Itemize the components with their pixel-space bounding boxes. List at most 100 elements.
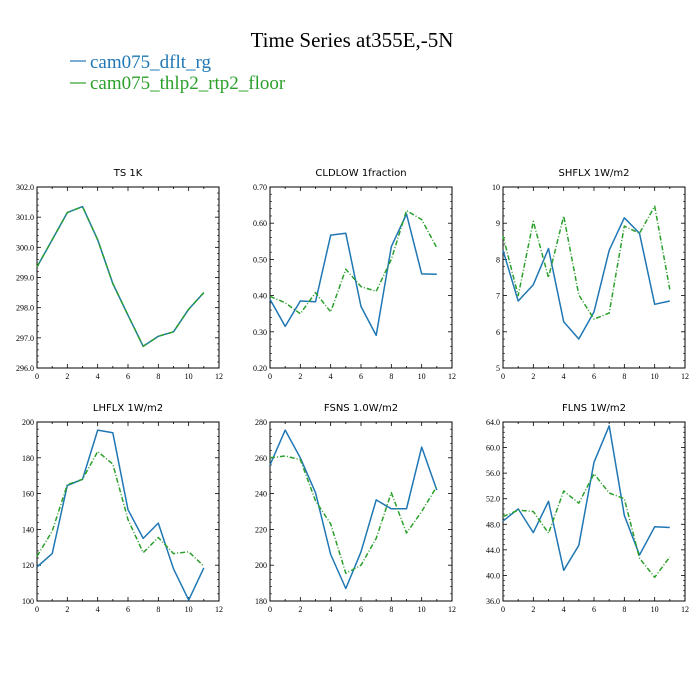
x-tick-label: 6 xyxy=(126,605,130,614)
legend-label-series2: cam075_thlp2_rtp2_floor xyxy=(90,73,286,94)
x-tick-label: 8 xyxy=(389,372,393,381)
y-tick-label: 302.0 xyxy=(16,183,34,192)
series-line-1 xyxy=(36,205,205,348)
series-line-2 xyxy=(269,455,438,575)
x-tick-label: 4 xyxy=(562,605,566,614)
y-tick-label: 0.40 xyxy=(253,292,267,301)
y-tick-label: 240 xyxy=(255,490,267,499)
y-tick-label: 160 xyxy=(22,490,34,499)
x-tick-label: 0 xyxy=(268,372,272,381)
series-line-1 xyxy=(502,217,670,340)
y-tick-label: 40.0 xyxy=(486,571,500,580)
x-tick-label: 2 xyxy=(65,605,69,614)
chart-panel-5: FSNS 1.0W/m2 0 2 4 6 8 10 12 180 200 220 240 260 280 xyxy=(255,403,456,614)
y-tick-label: 10 xyxy=(492,183,500,192)
series-line-2 xyxy=(36,205,205,348)
x-tick-label: 10 xyxy=(651,605,659,614)
x-tick-label: 0 xyxy=(501,372,505,381)
y-tick-label: 180 xyxy=(22,454,34,463)
y-tick-label: 200 xyxy=(22,418,34,427)
x-tick-label: 10 xyxy=(185,605,193,614)
series-line-1 xyxy=(36,429,205,601)
x-tick-label: 8 xyxy=(622,372,626,381)
x-tick-label: 10 xyxy=(185,372,193,381)
x-tick-label: 2 xyxy=(298,605,302,614)
figure-title: Time Series at355E,-5N xyxy=(251,28,454,52)
x-tick-label: 12 xyxy=(215,605,223,614)
panel-title: FSNS 1.0W/m2 xyxy=(324,403,398,414)
y-tick-label: 52.0 xyxy=(486,495,500,504)
y-tick-label: 60.0 xyxy=(486,444,500,453)
y-tick-label: 0.30 xyxy=(253,328,267,337)
series-line-2 xyxy=(502,473,671,579)
series-line-2 xyxy=(36,450,205,567)
y-tick-label: 200 xyxy=(255,561,267,570)
plot-frame xyxy=(36,421,220,602)
x-tick-label: 8 xyxy=(622,605,626,614)
x-tick-label: 8 xyxy=(389,605,393,614)
series-line-2 xyxy=(269,209,438,315)
y-tick-label: 0.60 xyxy=(253,219,267,228)
x-tick-label: 10 xyxy=(651,372,659,381)
y-tick-label: 299.0 xyxy=(16,274,34,283)
x-tick-label: 6 xyxy=(592,605,596,614)
x-tick-label: 0 xyxy=(35,372,39,381)
y-tick-label: 298.0 xyxy=(16,304,34,313)
x-tick-label: 4 xyxy=(329,605,333,614)
plot-frame xyxy=(269,186,453,369)
series-line-1 xyxy=(269,213,437,337)
x-tick-label: 0 xyxy=(268,605,272,614)
x-tick-label: 4 xyxy=(329,372,333,381)
x-tick-label: 8 xyxy=(156,605,160,614)
x-tick-label: 6 xyxy=(592,372,596,381)
x-tick-label: 12 xyxy=(681,372,689,381)
x-tick-label: 0 xyxy=(35,605,39,614)
y-tick-label: 64.0 xyxy=(486,418,500,427)
plot-frame xyxy=(502,421,686,602)
x-tick-label: 12 xyxy=(448,605,456,614)
x-tick-label: 0 xyxy=(501,605,505,614)
chart-panel-3: SHFLX 1W/m2 0 2 4 6 8 10 12 5 6 7 8 9 10 xyxy=(492,168,689,381)
x-tick-label: 2 xyxy=(298,372,302,381)
y-tick-label: 0.20 xyxy=(253,364,267,373)
x-tick-label: 12 xyxy=(681,605,689,614)
y-tick-label: 0.50 xyxy=(253,255,267,264)
plot-frame xyxy=(36,186,220,369)
y-tick-label: 296.0 xyxy=(16,364,34,373)
chart-panel-1: TS 1K 0 2 4 6 8 10 12 296.0 297.0 298.0 299.0 300.0 3… xyxy=(16,168,223,381)
y-tick-label: 48.0 xyxy=(486,520,500,529)
y-tick-label: 56.0 xyxy=(486,469,500,478)
y-tick-label: 0.70 xyxy=(253,183,267,192)
panel-title: FLNS 1W/m2 xyxy=(562,403,626,414)
chart-panel-2: CLDLOW 1fraction 0 2 4 6 8 10 12 0.20 0.30 0.40 0.5… xyxy=(253,168,456,381)
series-line-2 xyxy=(502,205,671,320)
x-tick-label: 2 xyxy=(531,605,535,614)
y-tick-label: 100 xyxy=(22,597,34,606)
y-tick-label: 44.0 xyxy=(486,546,500,555)
y-tick-label: 9 xyxy=(496,219,500,228)
panel-title: SHFLX 1W/m2 xyxy=(559,168,630,179)
chart-panels: TS 1K 0 2 4 6 8 10 12 296.0 297.0 298.0 299.0 300.0 3… xyxy=(16,168,689,614)
x-tick-label: 10 xyxy=(418,372,426,381)
y-tick-label: 6 xyxy=(496,328,500,337)
x-tick-label: 12 xyxy=(448,372,456,381)
y-tick-label: 36.0 xyxy=(486,597,500,606)
panel-title: TS 1K xyxy=(113,168,143,179)
y-tick-label: 300.0 xyxy=(16,243,34,252)
x-tick-label: 6 xyxy=(359,605,363,614)
x-tick-label: 4 xyxy=(562,372,566,381)
y-tick-label: 260 xyxy=(255,454,267,463)
x-tick-label: 6 xyxy=(126,372,130,381)
x-tick-label: 6 xyxy=(359,372,363,381)
y-tick-label: 180 xyxy=(255,597,267,606)
chart-panel-4: LHFLX 1W/m2 0 2 4 6 8 10 12 100 120 140 160 180 200 xyxy=(22,403,223,614)
y-tick-label: 301.0 xyxy=(16,213,34,222)
y-tick-label: 120 xyxy=(22,561,34,570)
series-line-1 xyxy=(269,429,438,590)
x-tick-label: 8 xyxy=(156,372,160,381)
panel-title: CLDLOW 1fraction xyxy=(315,168,406,179)
y-tick-label: 7 xyxy=(496,292,500,301)
series-line-1 xyxy=(502,425,670,572)
plot-frame xyxy=(269,421,453,602)
